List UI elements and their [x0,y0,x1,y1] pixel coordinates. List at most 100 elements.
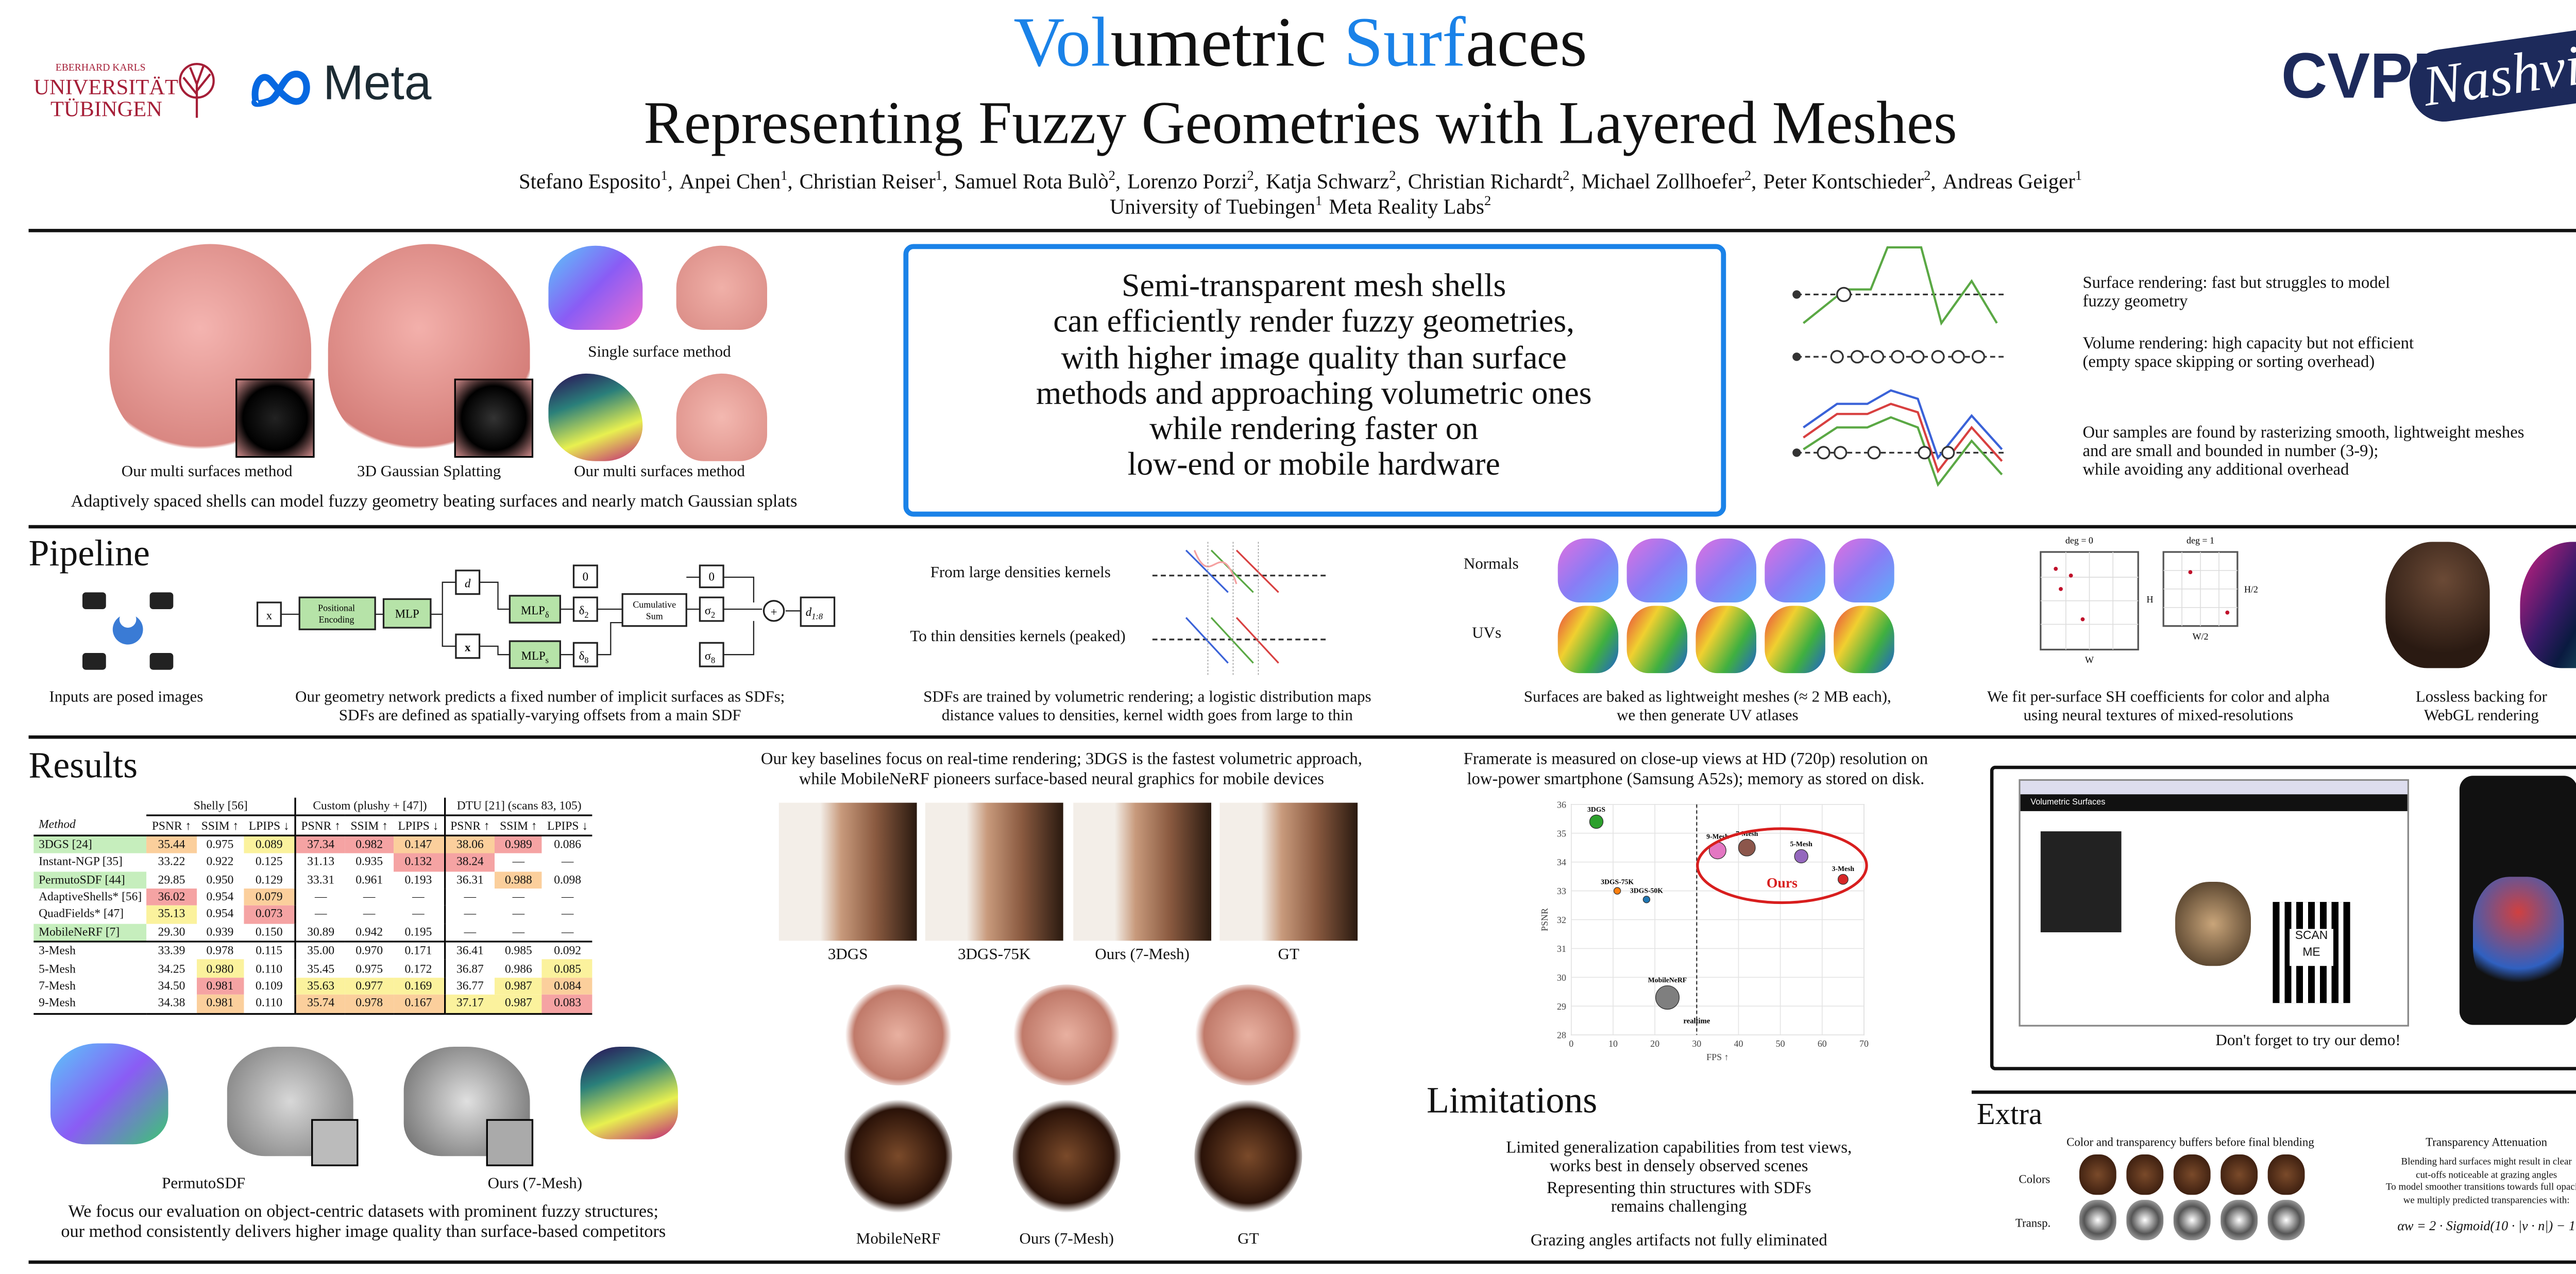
shape [82,592,106,610]
kernel-plot [1152,542,1329,677]
table-cell: 0.092 [554,944,582,958]
table-cell: 0.961 [355,873,383,886]
key-message-line: with higher image quality than surface [1061,341,1567,377]
kernel-label: To thin densities kernels (peaked) [910,629,1126,646]
pipeline-caption: SDFs are trained by volumetric rendering… [923,690,1371,727]
table-cell: 0.989 [495,835,543,853]
text: Our geometry network predicts a fixed nu… [295,690,785,707]
shape [119,611,137,628]
divider [28,525,2576,528]
pipeline-caption: Lossless backing for WebGL rendering [2416,690,2547,727]
y-tick-label: 34 [1557,857,1566,867]
table-cell: 35.13 [147,906,196,924]
data-point [1837,874,1849,885]
table-cell: 0.939 [206,925,234,939]
y-tick-label: 29 [1557,1001,1566,1012]
shape [2040,552,2238,650]
x-axis-label: FPS ↑ [1706,1052,1728,1062]
table-row: 5-Mesh 34.25 0.980 0.110 35.45 0.975 0.172 36.8… [33,960,593,978]
teaser-caption: Adaptively spaced shells can model fuzzy… [71,493,798,512]
table-cell: 31.13 [294,853,346,871]
table-cell: 0.970 [355,944,383,958]
limitation: Grazing angles artifacts not fully elimi… [1530,1232,1827,1251]
shape [1792,353,1801,361]
text: SCAN [2295,930,2328,943]
author-name: Katja Schwarz [1266,170,1389,194]
table-cell: 0.981 [196,977,244,995]
table-cell: 0.085 [542,960,593,978]
shape [2273,902,2350,1003]
text: Blending hard surfaces might result in c… [2401,1158,2572,1168]
table-cell: — [363,890,376,904]
results-caption: We focus our evaluation on object-centri… [61,1203,666,1244]
text: δ [545,610,549,619]
table-cell: 30.89 [294,923,346,942]
subtitle: Representing Fuzzy Geometries with Layer… [643,89,1957,157]
node-label: MLPs [521,649,549,665]
key-message: Semi-transparent mesh shells can efficien… [1036,269,1592,484]
text: Volume rendering: high capacity but not … [2082,334,2414,354]
table-cell: 0.109 [255,979,283,993]
table-cell: 7-Mesh [39,979,76,993]
shape [699,642,724,667]
text: distance values to densities, kernel wid… [941,708,1353,726]
teaser-normals [548,373,643,461]
sh-label: H/2 [2244,584,2258,594]
affiliation-index: 2 [1484,193,1492,209]
text: (empty space skipping or sorting overhea… [2082,353,2375,372]
y-tick-label: 36 [1557,799,1566,810]
x-tick-label: 60 [1818,1038,1827,1049]
point-label: 3DGS-75K [1601,878,1634,886]
table-cell: 0.981 [196,995,244,1013]
text: ME [2302,947,2320,960]
shape [2059,586,2063,591]
shape [572,642,598,667]
author-affiliation: 1 [935,168,943,183]
node-label: + [771,606,777,618]
uv-image [1696,606,1756,674]
annotation-ellipse [1696,827,1868,904]
shape [621,593,687,627]
image-caption: 3DGS [827,947,868,965]
x-tick-label: 40 [1734,1038,1743,1049]
table-cell: 0.172 [404,962,432,976]
shape [2188,570,2193,575]
text: Surfaces are baked as lightweight meshes… [1523,690,1891,707]
image-caption: MobileNeRF [856,1232,941,1249]
image-caption: 3DGS-75K [958,947,1031,965]
logo-city: Nashville [2405,20,2576,126]
key-message-line: Semi-transparent mesh shells [1122,269,1506,305]
table-cell: 0.978 [206,944,234,958]
shape [82,592,174,670]
text: works best in densely observed scenes [1550,1158,1808,1177]
uv-image [1557,606,1619,674]
shape [251,71,310,107]
table-cell [33,798,147,816]
comparison-diagram [1792,246,2006,487]
shape [2080,617,2085,622]
table-cell: 0.084 [542,977,593,995]
author: Samuel Rota Bulò2 [954,169,1121,194]
table-row: QuadFields* [47] 35.13 0.954 0.073— — — — — — [33,906,593,924]
y-tick-label: 31 [1557,944,1566,954]
qualitative-image [580,1047,678,1139]
table-cell: 0.125 [255,855,283,869]
table-cell: 37.17 [444,995,495,1013]
normal-map-image [1696,538,1756,602]
table-cell: 36.02 [147,888,196,906]
baseline-image [778,802,917,941]
table-row: 3DGS [24] 35.44 0.975 0.089 37.34 0.982 0.147 3… [33,835,593,853]
author-affiliation: 2 [1744,168,1752,183]
image-caption: 3D Gaussian Splatting [357,464,501,481]
shape [1792,290,1801,457]
author-name: Lorenzo Porzi [1127,170,1247,194]
shape [1803,389,2003,460]
table-column-header: LPIPS ↓ [542,816,593,836]
text: Limited generalization capabilities from… [1506,1139,1852,1158]
node-label: σ2 [705,604,715,620]
text: σ [705,604,711,617]
text: SDFs are trained by volumetric rendering… [923,690,1371,707]
table-cell: 35.44 [147,835,196,853]
author: Andreas Geiger1 [1943,169,2082,194]
text: cut-offs noticeable at grazing angles [2416,1170,2557,1181]
